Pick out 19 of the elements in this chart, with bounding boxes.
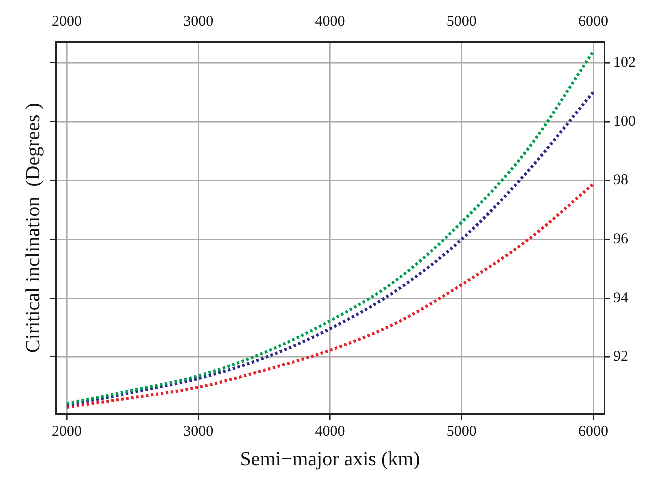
x-tick-label: 6000 [578, 424, 608, 440]
y-tick-label: 94 [614, 290, 629, 306]
line-series [66, 182, 595, 410]
y-tick-label: 100 [614, 114, 636, 130]
x2-tick-label: 5000 [446, 14, 477, 30]
x-tick-label: 5000 [446, 424, 477, 440]
x2-tick-label: 4000 [315, 14, 346, 30]
y-tick-label: 102 [614, 55, 636, 72]
y-axis-title: Ciritical inclination (Degrees ) [22, 103, 44, 353]
x-tick-label: 2000 [52, 424, 82, 440]
x2-tick-label: 2000 [52, 14, 82, 30]
x-tick-label: 3000 [184, 424, 214, 440]
x2-tick-label: 3000 [184, 14, 214, 30]
x-axis-title: Semi−major axis (km) [240, 448, 420, 470]
x2-tick-label: 6000 [578, 14, 608, 30]
y-tick-label: 96 [614, 232, 629, 248]
y-tick-label: 98 [614, 172, 628, 189]
y-tick-label: 92 [614, 349, 628, 366]
x-tick-label: 4000 [315, 424, 346, 440]
